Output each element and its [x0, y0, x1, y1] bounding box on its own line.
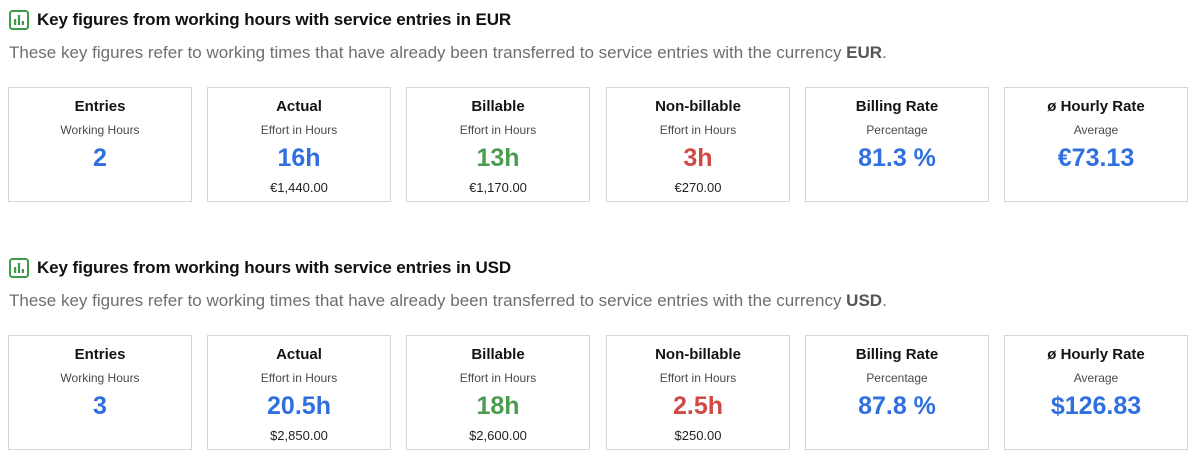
- card-label: Entries: [74, 346, 126, 363]
- section-title: Key figures from working hours with serv…: [37, 258, 512, 277]
- card-label: Billing Rate: [855, 98, 939, 115]
- card-value: 87.8 %: [858, 392, 936, 420]
- bar-chart-icon: [9, 10, 29, 30]
- card-entries: Entries Working Hours 2: [8, 87, 192, 202]
- card-amount: €270.00: [674, 180, 722, 195]
- card-value: 81.3 %: [858, 144, 936, 172]
- card-hourly-rate: ø Hourly Rate Average €73.13: [1004, 87, 1188, 202]
- card-sublabel: Effort in Hours: [260, 371, 338, 385]
- card-label: Entries: [74, 98, 126, 115]
- card-label: Non-billable: [655, 98, 741, 115]
- card-label: ø Hourly Rate: [1047, 346, 1145, 363]
- section-heading: Key figures from working hours with serv…: [9, 257, 511, 279]
- card-amount: $2,600.00: [469, 428, 527, 443]
- card-non-billable: Non-billable Effort in Hours 2.5h $250.0…: [606, 335, 790, 450]
- card-sublabel: Average: [1073, 123, 1119, 137]
- section-description: These key figures refer to working times…: [9, 43, 887, 63]
- card-label: ø Hourly Rate: [1047, 98, 1145, 115]
- card-value: 20.5h: [267, 392, 331, 420]
- card-value: $126.83: [1050, 392, 1142, 420]
- card-billing-rate: Billing Rate Percentage 81.3 %: [805, 87, 989, 202]
- kpi-cards: Entries Working Hours 2 Actual Effort in…: [8, 87, 1192, 204]
- card-entries: Entries Working Hours 3: [8, 335, 192, 450]
- card-label: Billable: [471, 98, 525, 115]
- card-value: €73.13: [1057, 144, 1135, 172]
- card-sublabel: Working Hours: [60, 123, 140, 137]
- kpi-cards: Entries Working Hours 3 Actual Effort in…: [8, 335, 1192, 452]
- card-sublabel: Effort in Hours: [459, 123, 537, 137]
- bar-chart-icon: [9, 258, 29, 278]
- card-billable: Billable Effort in Hours 13h €1,170.00: [406, 87, 590, 202]
- card-sublabel: Effort in Hours: [459, 371, 537, 385]
- section-title: Key figures from working hours with serv…: [37, 10, 512, 29]
- card-sublabel: Effort in Hours: [260, 123, 338, 137]
- card-value: 18h: [476, 392, 520, 420]
- card-sublabel: Average: [1073, 371, 1119, 385]
- card-actual: Actual Effort in Hours 16h €1,440.00: [207, 87, 391, 202]
- section-description: These key figures refer to working times…: [9, 291, 887, 311]
- card-label: Non-billable: [655, 346, 741, 363]
- card-value: 3: [93, 392, 107, 420]
- card-label: Billable: [471, 346, 525, 363]
- card-value: 2.5h: [672, 392, 724, 420]
- card-value: 3h: [683, 144, 713, 172]
- card-sublabel: Effort in Hours: [659, 371, 737, 385]
- description-text: These key figures refer to working times…: [9, 291, 847, 310]
- card-label: Actual: [276, 346, 322, 363]
- currency-code: EUR: [846, 43, 883, 62]
- card-sublabel: Percentage: [866, 371, 928, 385]
- description-text: These key figures refer to working times…: [9, 43, 847, 62]
- currency-code: USD: [846, 291, 883, 310]
- card-amount: $2,850.00: [270, 428, 328, 443]
- card-amount: €1,440.00: [270, 180, 328, 195]
- card-label: Billing Rate: [855, 346, 939, 363]
- card-value: 2: [93, 144, 107, 172]
- description-suffix: .: [882, 291, 887, 310]
- card-value: 13h: [476, 144, 520, 172]
- card-hourly-rate: ø Hourly Rate Average $126.83: [1004, 335, 1188, 450]
- card-amount: $250.00: [674, 428, 722, 443]
- card-label: Actual: [276, 98, 322, 115]
- card-sublabel: Effort in Hours: [659, 123, 737, 137]
- card-amount: €1,170.00: [469, 180, 527, 195]
- description-suffix: .: [882, 43, 887, 62]
- card-value: 16h: [277, 144, 321, 172]
- section-heading: Key figures from working hours with serv…: [9, 9, 511, 31]
- card-non-billable: Non-billable Effort in Hours 3h €270.00: [606, 87, 790, 202]
- card-billable: Billable Effort in Hours 18h $2,600.00: [406, 335, 590, 450]
- card-sublabel: Working Hours: [60, 371, 140, 385]
- card-actual: Actual Effort in Hours 20.5h $2,850.00: [207, 335, 391, 450]
- card-sublabel: Percentage: [866, 123, 928, 137]
- card-billing-rate: Billing Rate Percentage 87.8 %: [805, 335, 989, 450]
